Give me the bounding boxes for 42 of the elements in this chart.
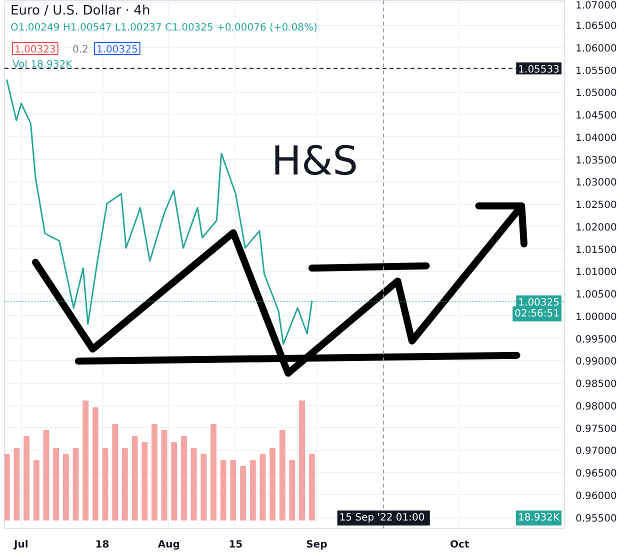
y-tick-label: 1.05000 xyxy=(576,88,617,100)
y-tick-label: 0.96500 xyxy=(576,468,617,480)
y-tick-label: 1.06500 xyxy=(576,21,617,32)
annotation: Vol 18.932K xyxy=(12,60,73,70)
y-tick-label: 0.95500 xyxy=(576,513,617,524)
x-tick-label: 15 xyxy=(228,540,243,550)
x-tick-label: Sep xyxy=(306,540,328,550)
y-tick-label: 0.97000 xyxy=(576,446,617,458)
y-tick-label: 0.96000 xyxy=(576,490,617,502)
y-tick-label: 0.99500 xyxy=(576,334,617,346)
x-tick-label: Jul xyxy=(13,540,28,550)
text: O1.00249 H1.00547 L1.00237 C1.00325 +0.00076 (+0.08%) xyxy=(10,22,318,34)
y-tick-label: 1.01000 xyxy=(576,267,617,278)
x-tick-label: Aug xyxy=(158,540,180,550)
ref-line-label: 1.00325 xyxy=(518,297,560,308)
x-tick-label: 18 xyxy=(95,540,110,550)
y-tick-label: 0.98000 xyxy=(576,401,617,412)
ref-line-label: 15 Sep '22 01:00 xyxy=(339,512,425,524)
annotation: 1.00325 xyxy=(96,44,138,56)
y-tick-label: 1.05500 xyxy=(576,66,617,77)
x-tick-label: Oct xyxy=(450,540,470,550)
annotation: 1.00323 xyxy=(14,44,56,56)
y-tick-label: 0.98500 xyxy=(576,379,617,390)
y-tick-label: 0.99000 xyxy=(576,356,617,368)
y-tick-label: 1.04000 xyxy=(576,132,617,144)
y-tick-label: 1.03000 xyxy=(576,178,617,189)
y-tick-label: 1.02500 xyxy=(576,200,617,212)
y-tick-label: 0.97500 xyxy=(576,424,617,435)
annotation: 0.2 xyxy=(72,44,88,56)
y-tick-label: 1.00500 xyxy=(576,290,617,301)
y-tick-label: 1.03500 xyxy=(576,155,617,166)
y-tick-label: 1.04500 xyxy=(576,110,617,122)
annotation: H&S xyxy=(271,138,358,184)
chart-title: Euro / U.S. Dollar · 4h xyxy=(10,4,150,18)
y-tick-label: 1.01500 xyxy=(576,244,617,256)
y-tick-label: 1.06000 xyxy=(576,43,617,54)
annotation: 02:56:51 xyxy=(514,308,560,320)
y-tick-label: 1.02000 xyxy=(576,222,617,234)
ref-line-label: 1.05533 xyxy=(518,64,560,76)
annotation: 18.932K xyxy=(518,512,560,524)
y-tick-label: 1.07000 xyxy=(576,0,617,12)
y-tick-label: 1.00000 xyxy=(576,312,617,323)
